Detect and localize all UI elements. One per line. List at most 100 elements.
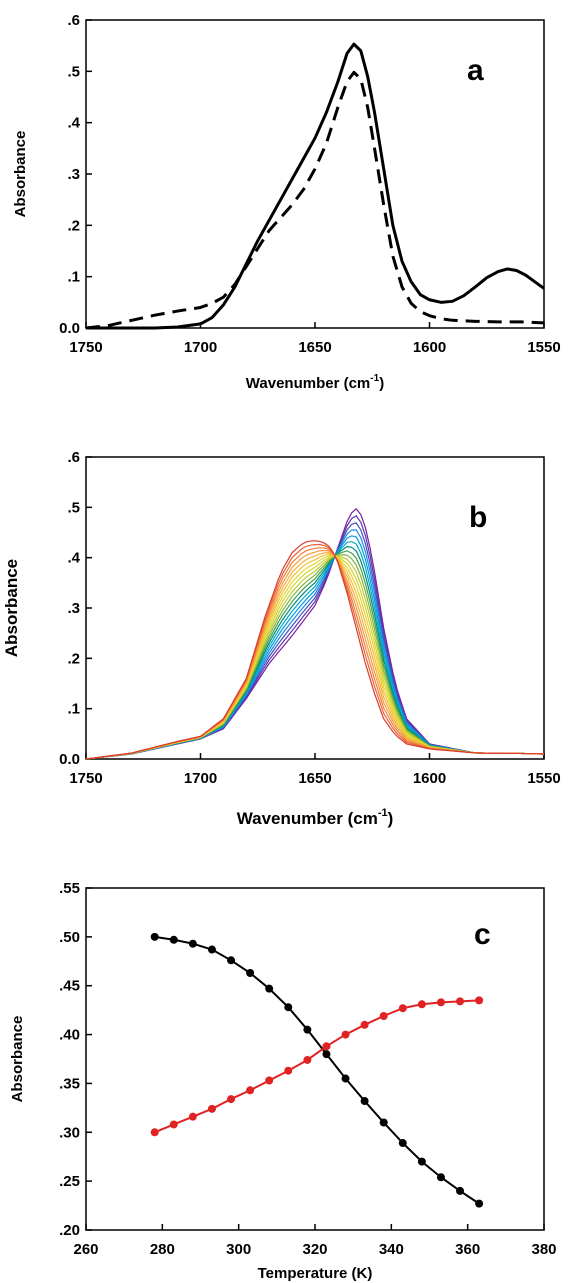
panel-c-y-tick-label: .40 [59,1027,80,1044]
panel-c-series-black-point [188,939,197,948]
panel-c-series-red-point [341,1030,350,1039]
panel-a-ticks: 1750 1700 1650 1600 1550 0.0 .1 .2 .3 .4 .5 .6 [59,12,561,356]
panel-c-series-black-point [227,956,236,965]
panel-c-ticks: 260 280 300 320 340 360 380 .20 .25 .30 .35 .40 .45.… [59,880,556,1258]
panel-b-y-tick-label: .3 [67,600,80,617]
panel-b-y-tick-label: .5 [67,499,80,516]
panel-c-series-black-point [436,1173,445,1182]
panel-a-xlabel-tail: ) [379,375,384,392]
panel-c-x-tick-label: 340 [379,1241,404,1258]
panel-c-series-red-point [360,1020,369,1029]
panel-c-y-tick-label: .45 [59,978,80,995]
panel-c-series-red-point [150,1128,159,1137]
panel-c-series-black-point [284,1003,293,1012]
panel-b-spectrum-line [85,553,545,760]
panel-b-spectrum-line [85,543,545,760]
panel-c-y-tick-label: .55 [59,880,80,897]
panel-a-x-tick-label: 1600 [413,339,446,356]
panel-b-series [85,507,545,760]
panel-c-series-red-point [207,1104,216,1113]
panel-b-spectrum-line [85,522,545,760]
panel-c-x-tick-label: 320 [302,1241,327,1258]
panel-c-series-black-point [246,969,255,978]
panel-a-y-tick-label: 0.0 [59,320,80,337]
panel-c-series-black-point [360,1097,369,1106]
panel-a-chart: 1750 1700 1650 1600 1550 0.0 .1 .2 .3 .4 .5 .6 a Ab… [12,12,561,392]
panel-b-y-tick-label: .2 [67,650,80,667]
panel-c-series-red-point [284,1066,293,1075]
panel-c-series-red-point [456,997,465,1006]
panel-c-x-tick-label: 380 [531,1241,556,1258]
panel-b-chart: 1750 1700 1650 1600 1550 0.0 .1 .2 .3 .4 .5 .6 b Ab… [2,449,561,828]
panel-c-series-red-point [169,1120,178,1129]
panel-c-x-tick-label: 300 [226,1241,251,1258]
panel-c-chart: 260 280 300 320 340 360 380 .20 .25 .30 .35 .40 .45.… [9,880,557,1282]
panel-c-label: c [474,918,491,951]
panel-c-series-red-point [227,1095,236,1104]
panel-b-spectrum-line [85,540,545,760]
panel-c-series-black-point [398,1139,407,1148]
panel-c-x-tick-label: 260 [73,1241,98,1258]
panel-a-y-tick-label: .3 [67,166,80,183]
panel-b-x-tick-label: 1700 [184,770,217,787]
panel-c-series-red-point [379,1012,388,1021]
panel-c-y-tick-label: .35 [59,1075,80,1092]
panel-a-x-tick-label: 1650 [298,339,331,356]
panel-a-xlabel-sup: -1 [370,373,379,384]
panel-c-series-black-point [456,1186,465,1195]
panel-c-series-red-point [265,1076,274,1085]
panel-a-x-tick-label: 1700 [184,339,217,356]
panel-a-y-tick-label: .2 [67,217,80,234]
panel-c-series [150,932,484,1208]
panel-b-x-tick-label: 1650 [298,770,331,787]
panel-c-series-black-point [207,945,216,954]
panel-c-series-black-point [379,1118,388,1127]
panel-b-xlabel-main: Wavenumber (cm [237,809,378,828]
panel-a-y-tick-label: .6 [67,12,80,29]
panel-c-series-red-point [398,1004,407,1013]
panel-b-spectrum-line [85,507,545,760]
panel-c-ylabel: Absorbance [9,1016,26,1103]
panel-b-x-tick-label: 1750 [69,770,102,787]
panel-a-xlabel-main: Wavenumber (cm [246,375,370,392]
panel-c-series-black-point [169,935,178,944]
panel-b-spectrum-line [85,551,545,760]
panel-a-ylabel: Absorbance [12,131,29,218]
panel-c-series-red-point [475,996,484,1005]
panel-c-series-black-point [322,1050,331,1059]
panel-a-series-dashed-line [85,70,545,330]
panel-b-y-tick-label: .4 [67,550,80,567]
panel-c-y-tick-label: .30 [59,1124,80,1141]
panel-c-series-red-point [436,998,445,1007]
panel-c-series-red-point [417,1000,426,1009]
panel-a-series-solid-line [86,42,545,330]
panel-b-xlabel-tail: ) [388,809,394,828]
panel-c-series-black-line [154,935,480,1205]
panel-b-y-tick-label: 0.0 [59,751,80,768]
panel-c-series-black-point [341,1074,350,1083]
panel-a-y-tick-label: .5 [67,63,80,80]
panel-b-ticks: 1750 1700 1650 1600 1550 0.0 .1 .2 .3 .4 .5 .6 [59,449,561,787]
panel-b-y-tick-label: .6 [67,449,80,466]
panel-b-xlabel-sup: -1 [378,807,388,819]
panel-b-xlabel: Wavenumber (cm-1) [237,807,394,828]
panel-c-series-black-point [265,984,274,993]
panel-a-x-tick-label: 1550 [527,339,560,356]
panel-c-series-red-line [154,999,480,1134]
panel-b-ylabel: Absorbance [2,559,21,657]
panel-c-series-red-point [188,1112,197,1121]
panel-c-series-red-point [303,1055,312,1064]
panel-a-xlabel: Wavenumber (cm-1) [246,373,384,392]
panel-c-series-black-point [150,932,159,941]
panel-b-y-tick-label: .1 [67,701,80,718]
panel-c-y-tick-label: .20 [59,1222,80,1239]
panel-b-x-tick-label: 1550 [527,770,560,787]
panel-a-x-tick-label: 1750 [69,339,102,356]
panel-c-xlabel: Temperature (K) [258,1265,373,1282]
panel-a-y-tick-label: .1 [67,269,80,286]
panel-c-y-tick-label: .25 [59,1173,80,1190]
panel-b-spectrum-line [85,535,545,760]
panel-c-y-tick-label: .50 [59,929,80,946]
panel-a-y-tick-label: .4 [67,115,80,132]
